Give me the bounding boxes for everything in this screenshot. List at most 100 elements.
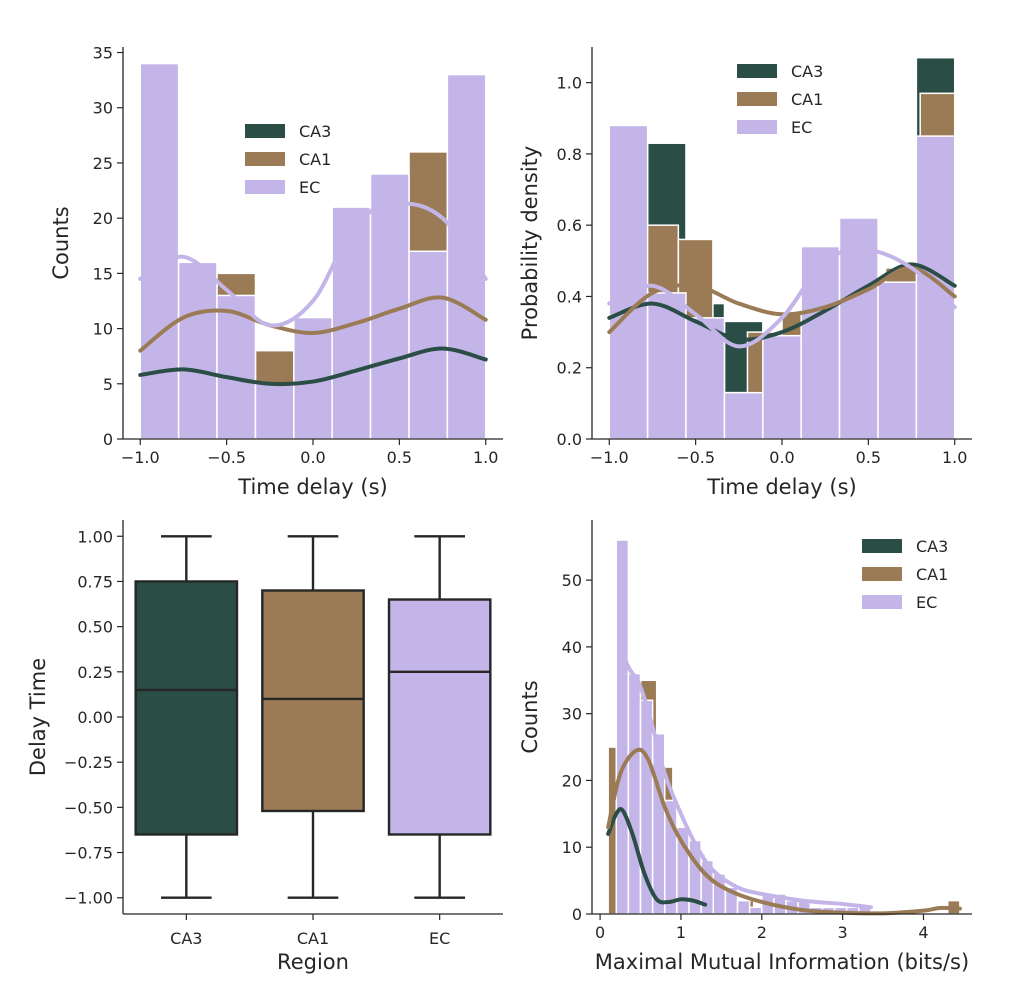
x-tick-label: EC — [429, 929, 450, 948]
x-tick-label: −1.0 — [590, 448, 629, 467]
kde-line-ca3 — [607, 262, 957, 342]
legend-label-ec: EC — [791, 118, 812, 137]
y-tick-label: 0.25 — [77, 663, 113, 682]
box-ca1 — [261, 589, 365, 813]
x-axis-label: Maximal Mutual Information (bits/s) — [595, 950, 969, 974]
box-ec — [387, 598, 492, 836]
y-tick-label: 0.0 — [557, 430, 582, 449]
y-tick-label: 0.2 — [557, 359, 582, 378]
y-tick-label: 40 — [562, 638, 582, 657]
x-tick-label: 0.0 — [769, 448, 794, 467]
y-tick-label: 1.00 — [77, 527, 113, 546]
kde-line-ca3 — [138, 346, 488, 387]
y-tick-label: 25 — [93, 154, 113, 173]
y-tick-label: 20 — [562, 771, 582, 790]
legend-swatch-ca1 — [737, 92, 777, 106]
kde-line-ec — [618, 644, 873, 910]
hist-bar-ec — [177, 261, 218, 440]
box-ca3 — [134, 580, 239, 836]
kde-line-ca1 — [607, 265, 957, 335]
x-axis-label: Region — [277, 950, 349, 974]
hist-bar-ec — [615, 539, 630, 915]
hist-bar-ec — [627, 672, 642, 915]
y-tick-label: −0.25 — [64, 753, 113, 772]
legend-label-ca1: CA1 — [791, 90, 823, 109]
x-tick-label: 0.5 — [387, 448, 412, 467]
x-tick-label: 1 — [676, 923, 686, 942]
y-tick-label: 0.00 — [77, 708, 113, 727]
hist-bar-ec — [685, 317, 726, 440]
y-tick-label: 30 — [562, 705, 582, 724]
kde-line-ca1 — [606, 747, 962, 916]
hist-bar-ec — [254, 383, 295, 440]
x-tick-label: −1.0 — [121, 448, 160, 467]
x-tick-label: 2 — [757, 923, 767, 942]
x-tick-label: 1.0 — [473, 448, 498, 467]
hist-bar-ec — [838, 217, 879, 440]
x-tick-label: 3 — [838, 923, 848, 942]
y-tick-label: 20 — [93, 209, 113, 228]
y-tick-label: −0.50 — [64, 798, 113, 817]
y-tick-label: 0.8 — [557, 145, 582, 164]
y-tick-label: 5 — [103, 375, 113, 394]
y-tick-label: 0 — [103, 430, 113, 449]
hist-bar-ec — [139, 62, 180, 440]
legend-label-ca3: CA3 — [916, 537, 948, 556]
hist-bar-ec — [408, 250, 449, 440]
legend-label-ec: EC — [299, 178, 320, 197]
legend-swatch-ca3 — [737, 64, 777, 78]
y-tick-label: 50 — [562, 571, 582, 590]
y-tick-label: −0.75 — [64, 844, 113, 863]
x-tick-label: 1.0 — [942, 448, 967, 467]
hist-bar-ec — [762, 334, 802, 440]
legend-swatch-ca1 — [245, 152, 285, 166]
x-tick-label: 0.0 — [300, 448, 325, 467]
kde-line-ec — [607, 247, 957, 349]
hist-bar-ec — [608, 124, 649, 440]
x-tick-label: CA3 — [170, 929, 202, 948]
hist-bar-ec — [446, 73, 487, 440]
legend-label-ec: EC — [916, 593, 937, 612]
legend-swatch-ec — [862, 595, 902, 609]
hist-bar-ec — [800, 245, 841, 440]
legend-swatch-ca1 — [862, 567, 902, 581]
y-tick-label: 0.4 — [557, 287, 582, 306]
x-tick-label: CA1 — [297, 929, 329, 948]
kde-line-ec — [138, 201, 488, 328]
kde-line-ca1 — [138, 295, 488, 353]
x-tick-label: −0.5 — [207, 448, 246, 467]
x-tick-label: 0 — [595, 923, 605, 942]
y-axis-label: Probability density — [518, 146, 542, 341]
y-tick-label: 0.75 — [77, 572, 113, 591]
hist-bar-ec — [748, 906, 763, 915]
y-tick-label: 10 — [93, 320, 113, 339]
y-tick-label: 0.6 — [557, 216, 582, 235]
y-tick-label: 30 — [93, 99, 113, 118]
y-tick-label: 0 — [572, 905, 582, 924]
y-tick-label: 15 — [93, 264, 113, 283]
hist-bar-ec — [723, 391, 764, 440]
legend-swatch-ca3 — [862, 539, 902, 553]
legend-swatch-ec — [737, 120, 777, 134]
y-tick-label: 35 — [93, 44, 113, 63]
y-tick-label: 10 — [562, 838, 582, 857]
legend-label-ca3: CA3 — [791, 62, 823, 81]
x-tick-label: 0.5 — [856, 448, 881, 467]
x-axis-label: Time delay (s) — [706, 475, 856, 499]
y-axis-label: Delay Time — [26, 658, 50, 776]
x-axis-label: Time delay (s) — [237, 475, 387, 499]
hist-bar-ec — [877, 281, 918, 440]
legend-label-ca3: CA3 — [299, 122, 331, 141]
hist-bar-ec — [736, 899, 751, 915]
y-tick-label: 1.0 — [557, 74, 582, 93]
legend-swatch-ca3 — [245, 124, 285, 138]
y-axis-label: Counts — [49, 206, 73, 279]
x-tick-label: −0.5 — [676, 448, 715, 467]
y-axis-label: Counts — [518, 680, 542, 753]
legend-label-ca1: CA1 — [916, 565, 948, 584]
kde-line-ca3 — [606, 807, 708, 907]
x-tick-label: 4 — [918, 923, 928, 942]
y-tick-label: 0.50 — [77, 618, 113, 637]
legend-swatch-ec — [245, 180, 285, 194]
